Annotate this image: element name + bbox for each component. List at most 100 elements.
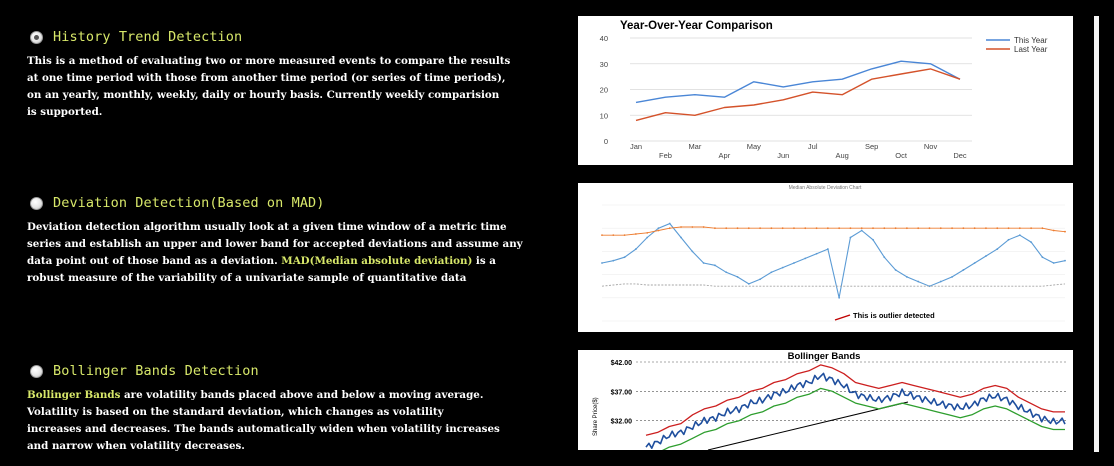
x-tick-label: Mar bbox=[688, 142, 701, 151]
desc-line: This is a method of evaluating two or mo… bbox=[27, 55, 511, 67]
desc-line: increases and decreases. The bands autom… bbox=[27, 423, 500, 435]
yoy-chart-panel: Year-Over-Year Comparison 0 10 20 30 40 Jan Ma… bbox=[578, 16, 1073, 165]
data-point bbox=[872, 238, 874, 241]
deviation-detection-description: Deviation detection algorithm usually lo… bbox=[27, 219, 552, 287]
x-tick-label: Jan bbox=[630, 142, 642, 151]
data-point bbox=[973, 227, 976, 230]
data-point bbox=[973, 262, 976, 264]
data-point bbox=[691, 250, 694, 253]
data-point bbox=[612, 259, 615, 262]
data-point bbox=[736, 227, 739, 230]
bollinger-bands-header: Bollinger Bands Detection bbox=[30, 361, 555, 381]
mad-chart: Median Absolute Deviation Chart This is … bbox=[601, 185, 1066, 322]
data-point bbox=[601, 234, 603, 237]
y-tick-label: $42.00 bbox=[611, 360, 633, 367]
data-point bbox=[612, 234, 615, 237]
legend-this-year: This Year bbox=[1014, 36, 1048, 45]
history-trend-title[interactable]: History Trend Detection bbox=[53, 29, 243, 45]
desc-text: is a bbox=[472, 255, 496, 267]
data-point bbox=[826, 227, 829, 230]
deviation-detection-title[interactable]: Deviation Detection(Based on MAD) bbox=[53, 195, 325, 211]
data-point bbox=[1064, 259, 1066, 262]
data-point bbox=[804, 257, 807, 260]
mad-chart-title: Median Absolute Deviation Chart bbox=[789, 185, 862, 191]
data-point bbox=[1052, 262, 1055, 264]
y-tick-label: $37.00 bbox=[611, 389, 633, 396]
data-point bbox=[1007, 227, 1010, 230]
data-point bbox=[951, 227, 953, 230]
mad-chart-panel: Median Absolute Deviation Chart This is … bbox=[578, 183, 1073, 332]
data-point bbox=[702, 262, 705, 264]
data-point bbox=[691, 226, 694, 228]
data-point bbox=[996, 227, 999, 230]
data-point bbox=[894, 269, 897, 271]
data-point bbox=[646, 236, 649, 239]
data-point bbox=[838, 296, 841, 299]
data-point bbox=[781, 227, 784, 230]
data-point bbox=[860, 229, 863, 232]
bollinger-bands-radio[interactable] bbox=[30, 364, 43, 378]
x-tick-label: May bbox=[747, 142, 761, 151]
series-this-year-line bbox=[635, 60, 961, 104]
data-point bbox=[849, 227, 852, 230]
x-tick-label: Dec bbox=[953, 151, 967, 160]
desc-line: and narrow when volatility decreases. bbox=[27, 440, 245, 452]
data-point bbox=[1007, 238, 1010, 241]
trend-line bbox=[707, 401, 909, 450]
outlier-annotation: This is outlier detected bbox=[834, 311, 935, 321]
lower-band-line bbox=[661, 387, 1065, 450]
data-point bbox=[725, 271, 728, 274]
y-tick-label: 0 bbox=[604, 137, 608, 146]
bollinger-bands-title[interactable]: Bollinger Bands Detection bbox=[53, 363, 259, 379]
series-line bbox=[601, 222, 1066, 298]
desc-line: series and establish an upper and lower … bbox=[27, 238, 523, 250]
data-point bbox=[725, 227, 728, 230]
x-tick-label: Apr bbox=[719, 151, 731, 160]
data-point bbox=[985, 227, 987, 230]
yoy-chart-title: Year-Over-Year Comparison bbox=[620, 20, 773, 32]
data-point bbox=[962, 269, 965, 271]
data-point bbox=[623, 234, 626, 237]
desc-text: are volatility bands placed above and be… bbox=[120, 389, 484, 401]
desc-line: Bollinger Bands are volatility bands pla… bbox=[27, 387, 552, 404]
history-trend-radio[interactable] bbox=[30, 30, 43, 44]
data-point bbox=[634, 248, 637, 250]
scrollbar[interactable] bbox=[1094, 16, 1099, 452]
data-point bbox=[646, 231, 649, 234]
x-tick-label: Oct bbox=[895, 151, 908, 160]
history-trend-header: History Trend Detection bbox=[30, 27, 555, 47]
scrollbar-thumb[interactable] bbox=[1094, 16, 1099, 452]
deviation-detection-option: Deviation Detection(Based on MAD) Deviat… bbox=[27, 193, 555, 287]
data-point bbox=[747, 282, 750, 285]
y-tick-label: 30 bbox=[600, 60, 608, 69]
data-point bbox=[1030, 241, 1033, 244]
data-point bbox=[770, 271, 773, 274]
data-point bbox=[906, 276, 908, 278]
desc-line: robust measure of the variability of a u… bbox=[27, 272, 467, 284]
bollinger-bands-option: Bollinger Bands Detection Bollinger Band… bbox=[27, 361, 555, 455]
data-point bbox=[883, 227, 886, 230]
data-point bbox=[951, 276, 953, 278]
data-point bbox=[702, 226, 705, 228]
data-point bbox=[747, 227, 750, 230]
y-tick-label: 10 bbox=[600, 111, 608, 120]
data-point bbox=[883, 256, 886, 259]
outlier-arrow bbox=[834, 314, 851, 321]
desc-line: Volatility is based on the standard devi… bbox=[27, 406, 444, 418]
data-point bbox=[1064, 230, 1066, 233]
deviation-detection-radio[interactable] bbox=[30, 196, 43, 210]
data-point bbox=[781, 266, 784, 269]
bollinger-chart: Bollinger Bands $42.00 $37.00 $32.00 Share… bbox=[593, 351, 1068, 450]
data-point bbox=[894, 227, 897, 230]
data-point bbox=[1030, 227, 1033, 230]
desc-line: at one time period with those from anoth… bbox=[27, 72, 506, 84]
desc-text: data point out of those band as a deviat… bbox=[27, 255, 278, 267]
y-tick-label: $32.00 bbox=[611, 419, 633, 426]
data-point bbox=[826, 248, 829, 250]
data-point bbox=[928, 285, 931, 288]
history-trend-option: History Trend Detection This is a method… bbox=[27, 27, 555, 121]
data-point bbox=[668, 222, 671, 225]
desc-line: data point out of those band as a deviat… bbox=[27, 253, 552, 270]
yoy-chart: Year-Over-Year Comparison 0 10 20 30 40 Jan Ma… bbox=[600, 20, 1048, 160]
bollinger-highlight: Bollinger Bands bbox=[27, 389, 121, 401]
